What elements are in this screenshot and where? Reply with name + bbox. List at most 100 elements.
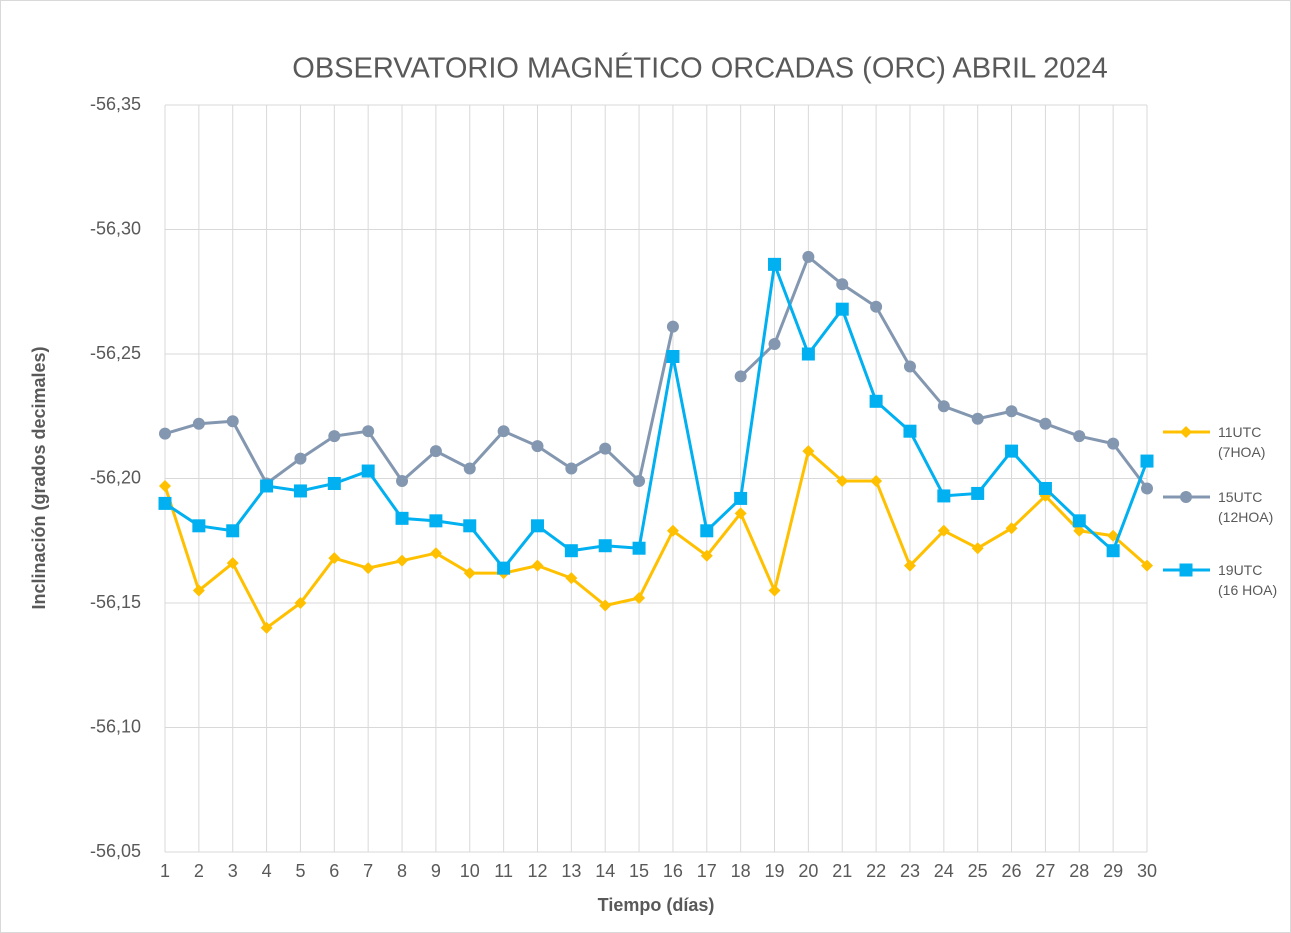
point bbox=[260, 621, 273, 634]
x-tick-label: 19 bbox=[765, 861, 785, 881]
point bbox=[1140, 454, 1154, 468]
point bbox=[971, 412, 984, 425]
point bbox=[192, 417, 205, 430]
x-tick-label: 29 bbox=[1103, 861, 1123, 881]
point bbox=[327, 476, 341, 490]
point bbox=[802, 445, 815, 458]
point bbox=[361, 464, 375, 478]
x-tick-label: 23 bbox=[900, 861, 920, 881]
x-tick-label: 8 bbox=[397, 861, 407, 881]
point bbox=[226, 524, 240, 538]
point bbox=[531, 559, 544, 572]
point bbox=[1039, 417, 1052, 430]
y-tick-label: -56,30 bbox=[90, 218, 141, 238]
point bbox=[937, 524, 950, 537]
point bbox=[294, 597, 307, 609]
point bbox=[903, 360, 916, 373]
y-tick-label: -56,05 bbox=[90, 841, 141, 861]
point bbox=[1141, 482, 1153, 495]
point bbox=[362, 425, 375, 438]
point bbox=[1072, 514, 1086, 528]
point bbox=[700, 549, 713, 562]
x-tick-label: 11 bbox=[494, 861, 513, 881]
point bbox=[192, 519, 206, 533]
point bbox=[666, 320, 679, 333]
point bbox=[564, 544, 578, 558]
point bbox=[293, 484, 307, 498]
point bbox=[836, 474, 849, 487]
chart-title: OBSERVATORIO MAGNÉTICO ORCADAS (ORC) ABR… bbox=[292, 52, 1107, 85]
point bbox=[226, 415, 239, 428]
x-tick-label: 30 bbox=[1137, 861, 1157, 881]
point bbox=[835, 302, 849, 316]
y-tick-label: -56,35 bbox=[90, 94, 141, 114]
point bbox=[226, 557, 239, 570]
point bbox=[362, 562, 375, 575]
point bbox=[1005, 405, 1018, 418]
point bbox=[429, 514, 443, 528]
point bbox=[463, 519, 477, 533]
point bbox=[801, 347, 815, 361]
point bbox=[1005, 522, 1018, 535]
point bbox=[159, 427, 171, 440]
point bbox=[294, 452, 307, 465]
x-tick-label: 1 bbox=[160, 861, 170, 881]
point bbox=[1141, 559, 1153, 572]
x-tick-label: 4 bbox=[262, 861, 272, 881]
point bbox=[700, 524, 714, 538]
x-tick-label: 7 bbox=[363, 861, 373, 881]
x-tick-label: 15 bbox=[629, 861, 649, 881]
point bbox=[565, 462, 578, 475]
point bbox=[903, 559, 916, 572]
x-tick-label: 27 bbox=[1035, 861, 1055, 881]
point bbox=[734, 370, 747, 383]
point bbox=[768, 257, 782, 271]
point bbox=[666, 349, 680, 363]
point bbox=[734, 507, 747, 520]
point bbox=[768, 338, 781, 351]
x-axis-title: Tiempo (días) bbox=[598, 895, 715, 915]
point bbox=[1038, 481, 1052, 495]
series-line bbox=[163, 449, 1148, 630]
point bbox=[1005, 444, 1019, 458]
x-tick-label: 12 bbox=[527, 861, 547, 881]
point bbox=[802, 250, 815, 263]
point bbox=[396, 554, 409, 567]
point bbox=[633, 592, 646, 605]
x-tick-label: 9 bbox=[431, 861, 441, 881]
point bbox=[328, 552, 341, 565]
x-tick-label: 21 bbox=[832, 861, 852, 881]
point bbox=[1073, 430, 1086, 443]
legend-marker bbox=[1179, 563, 1193, 577]
x-tick-label: 10 bbox=[460, 861, 480, 881]
legend-marker bbox=[1180, 426, 1192, 438]
point bbox=[1106, 544, 1120, 558]
y-tick-label: -56,10 bbox=[90, 716, 141, 736]
point bbox=[1107, 437, 1120, 450]
point bbox=[937, 489, 951, 503]
point bbox=[598, 539, 612, 553]
point bbox=[159, 479, 171, 492]
point bbox=[158, 496, 172, 510]
point bbox=[1073, 524, 1086, 537]
legend-label: 19UTC (16 HOA) bbox=[1218, 562, 1278, 598]
x-tick-label: 24 bbox=[934, 861, 954, 881]
point bbox=[937, 400, 950, 413]
point bbox=[870, 300, 883, 313]
point bbox=[429, 547, 442, 560]
point bbox=[531, 440, 544, 453]
point bbox=[734, 491, 748, 505]
y-tick-label: -56,15 bbox=[90, 592, 141, 612]
point bbox=[869, 394, 883, 408]
point bbox=[836, 278, 849, 291]
y-tick-label: -56,25 bbox=[90, 343, 141, 363]
point bbox=[192, 584, 205, 597]
x-tick-label: 22 bbox=[866, 861, 886, 881]
point bbox=[565, 572, 578, 585]
x-tick-label: 14 bbox=[595, 861, 615, 881]
x-tick-label: 2 bbox=[194, 861, 204, 881]
y-tick-label: -56,20 bbox=[90, 467, 141, 487]
